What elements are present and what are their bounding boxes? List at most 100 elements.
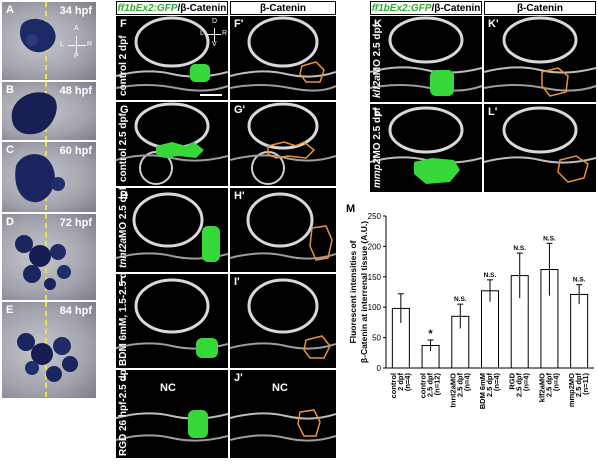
- ish-panel-d: D 72 hpf: [2, 214, 96, 300]
- axis-r: R: [87, 41, 93, 48]
- axis-a: A: [74, 25, 79, 32]
- x-tick-label: (n=4): [522, 373, 531, 392]
- axis-l: L: [60, 41, 64, 48]
- x-tick-label: 2.5 dpf: [455, 372, 464, 397]
- confocal-panel-l-prime: L' NC: [484, 104, 596, 192]
- y-tick-label: 200: [368, 242, 382, 251]
- x-tick-label: (n=4): [551, 373, 560, 392]
- notochord-label: NC: [417, 34, 433, 46]
- ish-stain-d: [15, 214, 71, 300]
- panel-label: G: [120, 104, 129, 116]
- notochord-label: NC: [163, 120, 179, 132]
- y-axis-label-line1: Fluorescent intensities of: [348, 240, 358, 343]
- notochord-label: NC: [163, 300, 179, 312]
- panel-label: I': [234, 276, 240, 288]
- condition-label: control 2.5 dpf: [118, 113, 129, 182]
- notochord-label: NC: [274, 36, 290, 48]
- x-tick-label: mmp2MO: [567, 373, 576, 407]
- panel-label: B: [6, 84, 14, 96]
- significance-label: N.S.: [573, 277, 586, 284]
- panel-label: E: [6, 304, 14, 316]
- x-tick-label: 2.5 dpf: [544, 372, 553, 397]
- stage-label: 34 hpf: [59, 5, 92, 17]
- significance-label: N.S.: [513, 245, 526, 252]
- scale-bar: [200, 94, 222, 96]
- x-tick-label: BDM 6mM: [478, 373, 487, 409]
- stage-label: 60 hpf: [59, 145, 92, 157]
- x-tick-label: klf2aMO: [537, 373, 546, 402]
- confocal-panel-h-prime: H' NC: [230, 188, 336, 272]
- x-tick-label: (n=4): [462, 373, 471, 392]
- significance-label: N.S.: [484, 272, 497, 279]
- x-tick-label: (n=11): [581, 373, 590, 395]
- axis-p: P: [74, 53, 79, 60]
- significance-label: N.S.: [543, 235, 556, 242]
- panel-label: I: [120, 276, 124, 288]
- notochord-label: NC: [531, 34, 547, 46]
- confocal-panel-f-prime: F' NC: [230, 16, 336, 100]
- condition-label: RGD 26 hpf-2.5 dpf: [118, 370, 129, 456]
- panel-label: J': [234, 372, 243, 384]
- notochord-label: NC: [272, 382, 288, 394]
- ish-stain-b: [11, 82, 57, 140]
- ish-panel-a: A 34 hpf A P L R: [2, 2, 96, 80]
- confocal-image: [230, 409, 336, 442]
- header-gfp-left: ff1bEx2:GFP/β-Catenin: [116, 1, 228, 15]
- condition-label: BDM 6mM, 1.5-2.5 dpf: [118, 274, 129, 366]
- confocal-image: [370, 16, 482, 96]
- header-gfp-right: ff1bEx2:GFP/β-Catenin: [370, 1, 482, 15]
- condition-label: tnnt2aMO 2.5 dpf: [118, 188, 129, 268]
- confocal-panel-k-prime: K' NC: [484, 16, 596, 102]
- x-tick-label: 2.5 dpf: [574, 372, 583, 397]
- panel-label: H': [234, 190, 245, 202]
- x-tick-label: (n=4): [403, 373, 412, 392]
- confocal-panel-h: H NC tnnt2aMO 2.5 dpf: [116, 188, 228, 272]
- axis-l: L: [200, 30, 204, 37]
- notochord-label: NC: [163, 36, 179, 48]
- panel-label: L: [374, 106, 381, 118]
- panel-label: G': [234, 104, 246, 116]
- y-tick-label: 0: [377, 364, 382, 373]
- condition-label: klf2aMO 2.5 dpf: [372, 24, 383, 98]
- confocal-image: [484, 16, 596, 97]
- confocal-image: [230, 278, 336, 359]
- panel-label: C: [6, 144, 14, 156]
- ish-stain-c: [15, 142, 65, 212]
- confocal-image: [230, 192, 336, 261]
- axis-v: V: [212, 41, 217, 48]
- confocal-image: [116, 16, 228, 92]
- confocal-panel-g: G NC control 2.5 dpf: [116, 102, 228, 186]
- bar: [481, 290, 499, 369]
- confocal-panel-f: F NC D V L R control 2 dpf: [116, 16, 228, 100]
- y-tick-label: 150: [368, 273, 382, 282]
- x-tick-label: 2 dpf: [396, 373, 405, 391]
- panel-label: L': [488, 106, 498, 118]
- notochord-label: NC: [531, 124, 547, 136]
- stage-label: 84 hpf: [59, 305, 92, 317]
- significance-label: *: [428, 328, 433, 340]
- confocal-panel-g-prime: G' NC: [230, 102, 336, 186]
- confocal-image: [370, 106, 482, 184]
- panel-label: A: [6, 4, 14, 16]
- panel-label: J: [120, 372, 127, 384]
- y-tick-label: 100: [368, 303, 382, 312]
- significance-label: N.S.: [454, 296, 467, 303]
- confocal-image: [484, 106, 596, 183]
- confocal-image: [116, 102, 228, 185]
- y-tick-label: 50: [372, 334, 381, 343]
- notochord-label: NC: [272, 214, 288, 226]
- confocal-panel-k: K NC klf2aMO 2.5 dpf: [370, 16, 482, 102]
- panel-label: H: [120, 190, 128, 202]
- confocal-image: [116, 278, 228, 358]
- x-tick-label: control: [389, 373, 398, 398]
- orientation-compass: D V L R: [200, 18, 227, 48]
- y-axis-label-line2: β-Catenin at interrenal tissue (A.U.): [359, 221, 369, 363]
- axis-d: D: [212, 18, 218, 25]
- panel-label: D: [6, 216, 14, 228]
- panel-label: F: [120, 18, 127, 30]
- bar: [570, 293, 589, 369]
- x-tick-label: RGD: [508, 372, 517, 389]
- condition-label: mmp2MO 2.5 dpf: [372, 107, 383, 188]
- ish-stain-e: [17, 302, 78, 398]
